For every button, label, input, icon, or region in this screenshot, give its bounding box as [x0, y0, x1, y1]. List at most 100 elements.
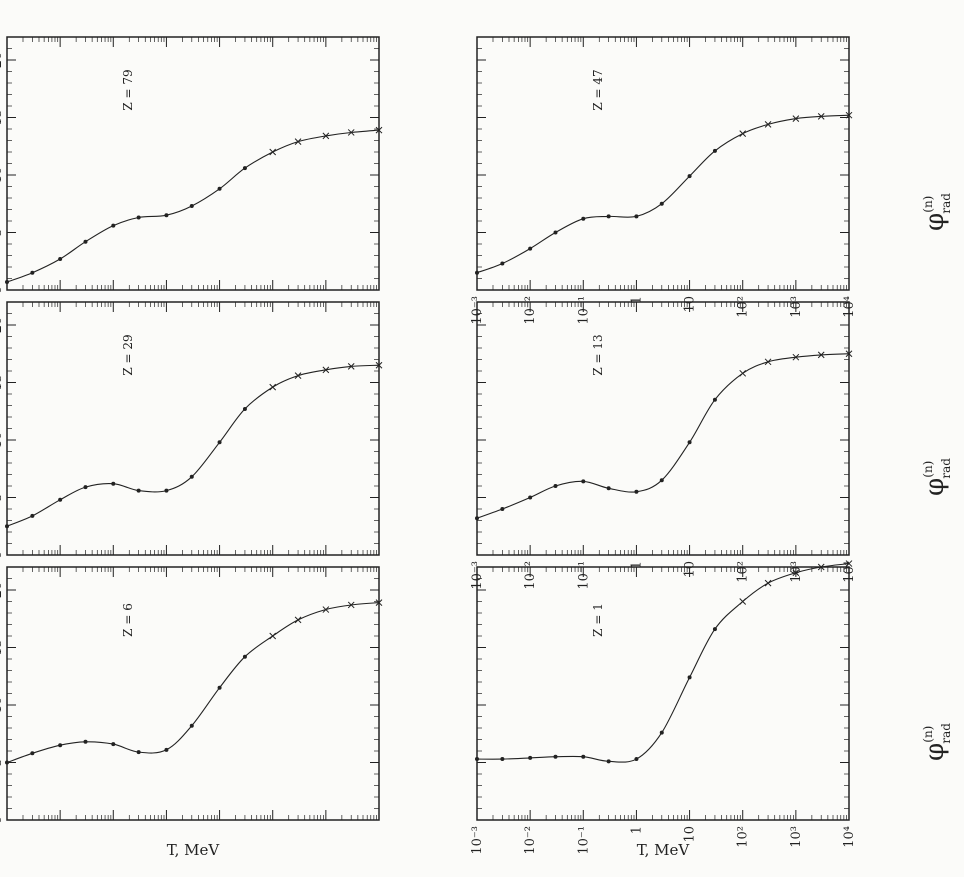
data-point [242, 654, 247, 659]
data-point [739, 130, 747, 137]
x-axis-titles: T, MeV T, MeV [167, 841, 691, 859]
y-tick-label: 10 [0, 432, 5, 449]
y-tick-label: 15 [0, 109, 5, 126]
x-tick-label: 10³ [789, 561, 804, 583]
data-point [845, 111, 853, 119]
data-point [845, 560, 853, 567]
x-tick-label: 10³ [789, 826, 804, 848]
data-point [294, 372, 302, 379]
data-point [606, 486, 611, 491]
data-point [687, 675, 692, 680]
data-point [375, 126, 383, 134]
y-axis-title: φ(n) rad [920, 723, 953, 761]
data-point [581, 754, 586, 759]
data-point [687, 174, 692, 179]
data-curve [476, 353, 850, 519]
data-point [5, 524, 9, 529]
data-point [164, 213, 169, 218]
data-curve [6, 602, 380, 764]
data-curve [6, 364, 380, 527]
data-point [269, 383, 277, 391]
chart-panel: 0 5 10 15 20 Z = 29 [0, 301, 383, 559]
data-point [792, 569, 800, 577]
data-point [83, 239, 88, 244]
y-tick-label: 10 [0, 697, 5, 714]
data-point [659, 201, 664, 206]
y-tick-label: 15 [0, 374, 5, 391]
data-point [634, 757, 639, 762]
data-point [659, 478, 664, 483]
data-point [347, 129, 355, 136]
plot-frame [476, 36, 850, 291]
data-point [659, 730, 664, 735]
x-tick-label: 10⁻³ [470, 561, 485, 590]
y-tick-label: 0 [0, 551, 5, 559]
data-curve [476, 114, 850, 274]
data-point [58, 743, 63, 748]
x-tick-label: 10⁻² [523, 561, 538, 590]
data-point [712, 397, 717, 402]
chart-panel: 10⁻³ 10⁻² 10⁻¹ 1 10 10² 10³ 10⁴ Z = 1 [470, 560, 857, 855]
data-point [111, 742, 116, 747]
data-point [164, 488, 169, 493]
plot-frame [476, 566, 850, 821]
data-point [634, 214, 639, 219]
x-tick-label: 10² [736, 561, 751, 583]
x-tick-label: 10⁴ [842, 296, 857, 318]
data-point [30, 751, 35, 756]
data-point [30, 270, 35, 275]
data-point [817, 351, 825, 359]
x-tick-label: 10⁻² [523, 826, 538, 855]
data-point [375, 361, 383, 369]
data-point [712, 148, 717, 153]
data-point [375, 599, 383, 607]
panel-label: Z = 13 [591, 334, 605, 375]
data-point [764, 579, 772, 587]
data-point [189, 204, 194, 209]
y-tick-label: 20 [0, 317, 5, 334]
y-tick-label: 5 [0, 228, 5, 236]
data-point [217, 186, 222, 191]
data-point [322, 606, 330, 613]
data-point [136, 750, 141, 755]
plot-frame [6, 566, 380, 821]
data-point [764, 358, 772, 366]
y-tick-label: 10 [0, 167, 5, 184]
data-point [269, 148, 277, 156]
x-tick-label: 1 [629, 561, 644, 569]
data-point [58, 256, 63, 261]
x-tick-label: 10⁻³ [470, 826, 485, 855]
x-tick-label: 10² [736, 296, 751, 318]
data-point [817, 112, 825, 120]
data-point [322, 132, 330, 140]
data-point [606, 214, 611, 219]
x-tick-label: 10⁻¹ [576, 561, 591, 590]
data-point [475, 757, 479, 762]
x-tick-label: 10⁴ [842, 826, 857, 848]
data-point [792, 115, 800, 123]
plot-frame [476, 301, 850, 556]
x-axis-title: T, MeV [167, 841, 221, 859]
data-point [606, 759, 611, 764]
x-tick-label: 10³ [789, 296, 804, 318]
y-axis-title: φ(n) rad [920, 458, 953, 496]
data-point [528, 495, 533, 500]
data-point [581, 216, 586, 221]
data-point [817, 563, 825, 571]
data-point [792, 353, 800, 361]
data-point [5, 279, 9, 284]
y-tick-label: 20 [0, 52, 5, 69]
data-point [347, 363, 355, 370]
data-point [581, 479, 586, 484]
x-tick-label: 10⁻¹ [576, 826, 591, 855]
chart-panel: 10⁻³ 10⁻² 10⁻¹ 1 10 10² 10³ 10⁴ Z = 13 [470, 301, 857, 590]
data-point [217, 440, 222, 445]
data-point [242, 406, 247, 411]
x-tick-label: 10⁻² [523, 296, 538, 325]
y-tick-label: 20 [0, 582, 5, 599]
data-point [217, 685, 222, 690]
data-point [845, 350, 853, 358]
data-point [294, 616, 302, 624]
